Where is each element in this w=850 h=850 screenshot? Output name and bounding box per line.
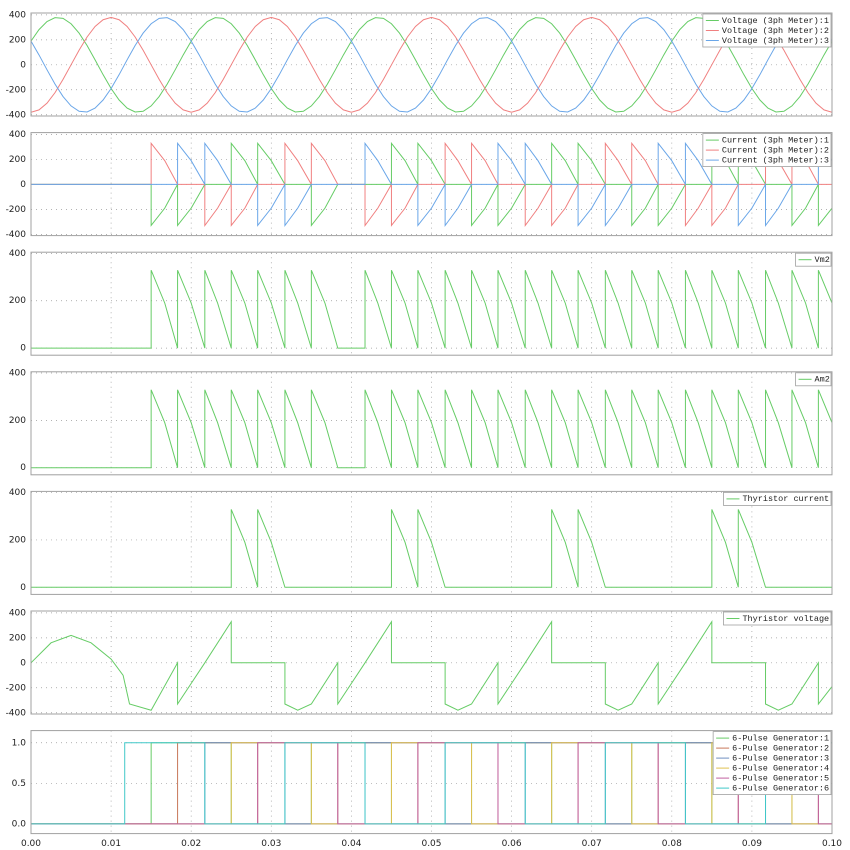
legend-label: Current (3ph Meter):3	[722, 155, 829, 165]
y-tick-label: 400	[9, 130, 26, 140]
plot-frame	[30, 371, 833, 476]
y-tick-label: 0	[20, 463, 26, 473]
x-tick-label: 0.09	[742, 839, 762, 849]
legend-label: 6-Pulse Generator:1	[732, 733, 829, 743]
y-tick-label: 400	[9, 249, 26, 259]
legend-box	[712, 731, 832, 795]
legend-label: Voltage (3ph Meter):2	[722, 26, 829, 36]
series-group	[31, 16, 832, 113]
legend-label: Am2	[815, 375, 830, 385]
x-tick-label: 0.04	[341, 839, 361, 849]
legend-label: Current (3ph Meter):1	[722, 135, 829, 145]
y-tick-label: 200	[9, 155, 26, 165]
x-tick-label: 0.05	[421, 839, 441, 849]
y-tick-label: -400	[6, 708, 27, 718]
y-tick-label: 0	[20, 583, 26, 593]
series-group	[31, 270, 832, 349]
series-group	[31, 389, 832, 469]
x-tick-label: 0.08	[662, 839, 682, 849]
series-line	[31, 270, 832, 349]
series-line	[31, 141, 832, 228]
y-tick-label: 0	[20, 344, 26, 354]
legend-box	[723, 611, 832, 626]
legend-label: Thyristor current	[742, 494, 829, 504]
y-tick-label: 1.0	[12, 738, 27, 748]
y-tick-label: 200	[9, 416, 26, 426]
x-tick-label: 0.02	[181, 839, 201, 849]
plot-frame	[30, 730, 833, 835]
series-line	[31, 509, 832, 588]
y-tick-label: -400	[6, 110, 27, 120]
plot-frame	[30, 610, 833, 715]
series-line	[31, 17, 832, 113]
series-line	[31, 620, 832, 711]
legend-label: 6-Pulse Generator:6	[732, 783, 829, 793]
y-tick-label: 0	[20, 658, 26, 668]
legend-label: Current (3ph Meter):2	[722, 145, 829, 155]
legend-box	[795, 372, 832, 387]
legend-box	[795, 252, 832, 267]
series-line	[31, 141, 832, 228]
y-tick-label: -200	[6, 85, 27, 95]
x-tick-label: 0.07	[582, 839, 602, 849]
legend-label: Thyristor voltage	[742, 614, 829, 624]
plot-frame	[30, 490, 833, 595]
y-tick-label: 0.5	[12, 779, 26, 789]
legend-label: Voltage (3ph Meter):3	[722, 36, 829, 46]
x-tick-label: 0.06	[502, 839, 522, 849]
legend-box	[702, 133, 832, 168]
legend-box	[723, 491, 832, 506]
series-line	[31, 389, 832, 469]
y-tick-label: 400	[9, 608, 26, 618]
series-group	[31, 620, 832, 711]
y-tick-label: 200	[9, 633, 26, 643]
y-tick-label: 0	[20, 180, 26, 190]
y-tick-label: 200	[9, 296, 26, 306]
x-tick-label: 0.01	[101, 839, 121, 849]
y-tick-label: -200	[6, 683, 27, 693]
y-tick-label: -200	[6, 205, 27, 215]
y-tick-label: 400	[9, 488, 26, 498]
legend-label: 6-Pulse Generator:2	[732, 743, 829, 753]
y-tick-label: 200	[9, 535, 26, 545]
y-tick-label: 400	[9, 368, 26, 378]
y-tick-label: 0.0	[12, 819, 27, 829]
legend-label: 6-Pulse Generator:4	[732, 763, 829, 773]
series-group	[31, 509, 832, 588]
legend-box	[702, 13, 832, 48]
y-tick-label: 0	[20, 60, 26, 70]
plot-frame	[30, 12, 833, 117]
x-tick-label: 0.10	[822, 839, 842, 849]
plot-frame	[30, 132, 833, 237]
series-line	[31, 742, 832, 825]
y-tick-label: -400	[6, 230, 27, 240]
x-tick-label: 0.00	[21, 839, 41, 849]
legend-label: Voltage (3ph Meter):1	[722, 16, 829, 26]
legend-label: 6-Pulse Generator:3	[732, 753, 829, 763]
legend-label: 6-Pulse Generator:5	[732, 773, 829, 783]
y-tick-label: 400	[9, 10, 26, 20]
legend-label: Vm2	[815, 255, 830, 265]
x-tick-label: 0.03	[261, 839, 281, 849]
y-tick-label: 200	[9, 35, 26, 45]
plot-frame	[30, 251, 833, 356]
